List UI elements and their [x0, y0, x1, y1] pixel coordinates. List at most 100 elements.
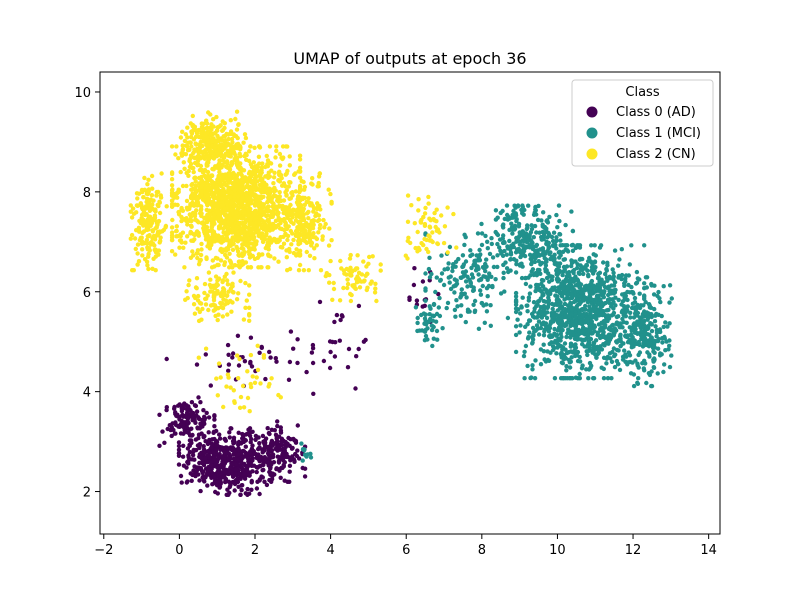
data-point — [247, 247, 253, 252]
data-point — [197, 478, 202, 483]
data-point — [249, 185, 255, 190]
data-point — [555, 225, 560, 230]
data-point — [513, 294, 519, 299]
data-point — [228, 286, 234, 291]
data-point — [178, 473, 184, 479]
data-point — [635, 380, 640, 385]
data-point — [476, 272, 481, 277]
data-point — [281, 241, 287, 246]
data-point — [184, 183, 189, 189]
data-point — [575, 262, 580, 267]
data-point — [293, 171, 298, 176]
data-point — [661, 284, 666, 289]
data-point — [220, 278, 226, 283]
data-point — [628, 310, 633, 315]
data-point — [460, 264, 465, 270]
data-point — [647, 340, 652, 346]
data-point — [485, 294, 490, 299]
data-point — [247, 252, 253, 257]
data-point — [644, 285, 649, 290]
data-point — [540, 222, 545, 227]
data-point — [257, 350, 262, 355]
data-point — [669, 353, 674, 358]
data-point — [665, 324, 670, 329]
data-point — [249, 436, 254, 442]
data-point — [583, 295, 588, 301]
data-point — [187, 206, 192, 211]
data-point — [307, 253, 313, 258]
data-point — [643, 330, 648, 335]
data-point — [280, 203, 285, 209]
data-point — [228, 259, 233, 264]
data-point — [157, 210, 163, 216]
data-point — [231, 241, 236, 246]
data-point — [425, 337, 430, 342]
data-point — [218, 258, 224, 263]
data-point — [637, 323, 642, 328]
data-point — [164, 407, 169, 413]
data-point — [610, 301, 615, 306]
data-point — [477, 247, 482, 253]
data-point — [601, 260, 606, 265]
data-point — [618, 332, 623, 337]
data-point — [204, 296, 209, 301]
data-point — [287, 154, 292, 159]
data-point — [205, 193, 210, 198]
data-point — [180, 208, 186, 213]
data-point — [307, 237, 313, 242]
data-point — [455, 304, 460, 309]
data-point — [214, 443, 220, 448]
data-point — [518, 311, 523, 316]
data-point — [135, 242, 141, 247]
data-point — [185, 295, 190, 301]
data-point — [206, 415, 212, 420]
data-point — [642, 243, 647, 248]
data-point — [184, 198, 190, 204]
data-point — [600, 312, 605, 318]
data-point — [141, 195, 146, 200]
data-point — [493, 217, 499, 222]
data-point — [238, 178, 244, 183]
data-point — [652, 283, 657, 288]
data-point — [577, 285, 582, 290]
data-point — [253, 216, 258, 221]
data-point — [261, 448, 267, 453]
data-point — [217, 169, 222, 175]
data-point — [637, 305, 643, 311]
data-point — [527, 232, 532, 238]
data-point — [546, 329, 552, 334]
data-point — [229, 160, 234, 165]
data-point — [238, 278, 243, 284]
data-point — [243, 438, 248, 443]
data-point — [545, 305, 550, 310]
data-point — [613, 352, 618, 357]
data-point — [611, 331, 617, 336]
data-point — [284, 225, 289, 230]
data-point — [479, 231, 485, 236]
data-point — [255, 163, 260, 168]
data-point — [584, 263, 589, 268]
data-point — [227, 490, 232, 496]
data-point — [629, 289, 635, 295]
data-point — [240, 195, 245, 200]
data-point — [356, 303, 362, 309]
data-point — [300, 237, 306, 243]
data-point — [268, 189, 273, 194]
data-point — [286, 377, 292, 382]
data-point — [270, 471, 275, 476]
data-point — [658, 351, 663, 356]
data-point — [302, 447, 307, 452]
data-point — [204, 410, 209, 416]
data-point — [259, 474, 264, 479]
data-point — [263, 164, 268, 170]
data-point — [260, 161, 265, 166]
data-point — [222, 220, 227, 225]
data-point — [142, 187, 147, 192]
data-point — [150, 236, 155, 241]
data-point — [471, 302, 476, 307]
data-point — [602, 318, 608, 324]
data-point — [592, 305, 597, 311]
data-point — [202, 167, 208, 173]
data-point — [576, 280, 582, 286]
data-point — [201, 139, 206, 144]
